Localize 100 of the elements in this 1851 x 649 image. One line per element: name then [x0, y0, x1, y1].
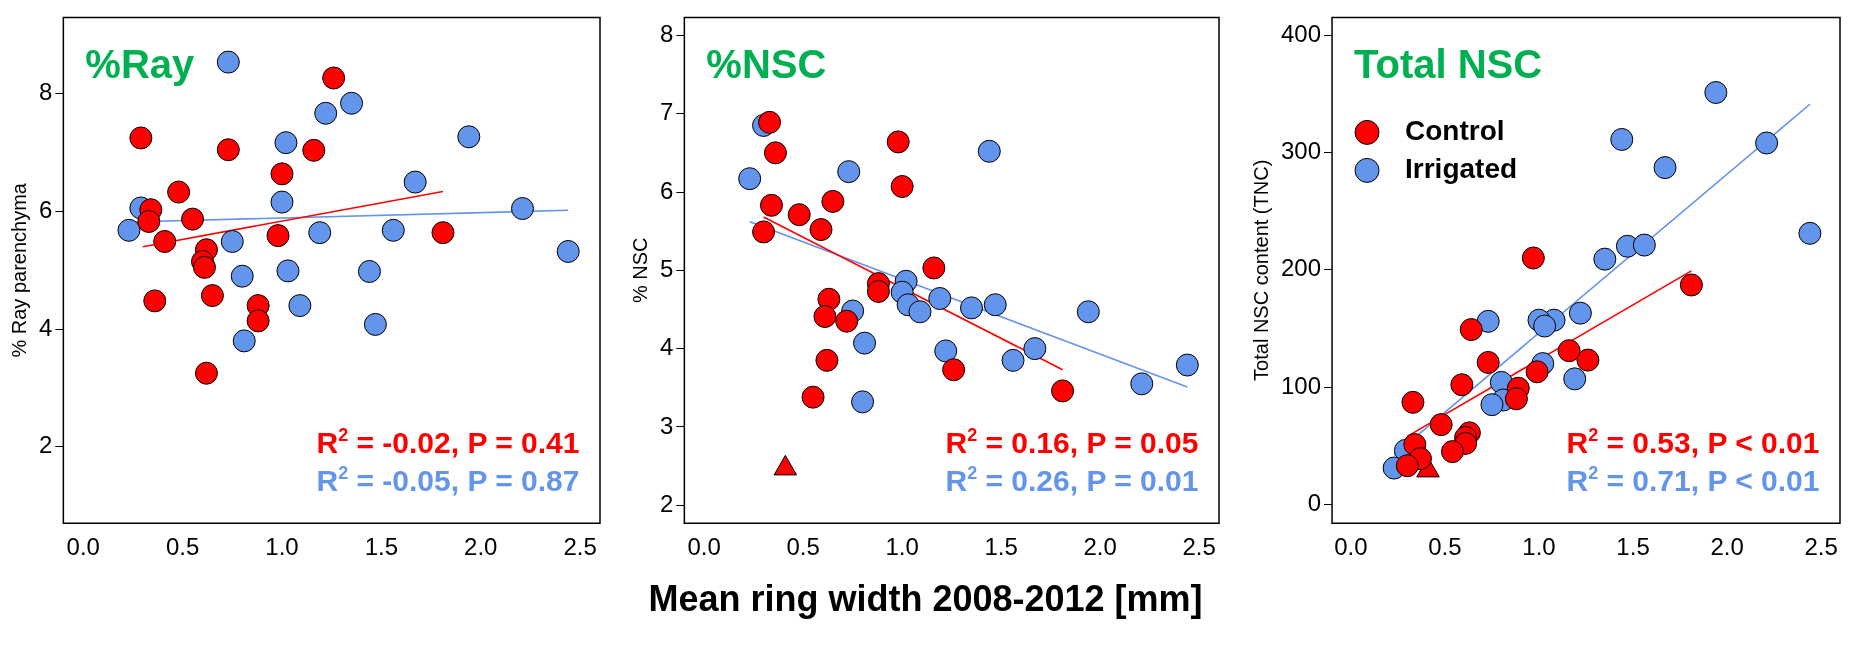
point: [1175, 353, 1199, 377]
point: [1023, 337, 1047, 361]
y-tick-label: 6: [659, 176, 674, 204]
point: [1610, 127, 1634, 151]
text: %Ray: [85, 42, 196, 87]
point: [1679, 273, 1703, 297]
point: [167, 180, 191, 204]
point: [246, 309, 270, 333]
point: [1521, 246, 1545, 270]
y-axis-title: % NSC: [628, 237, 651, 304]
point: [403, 170, 427, 194]
point: [801, 385, 825, 409]
point: [200, 284, 224, 308]
point: [1476, 350, 1500, 374]
point: [1704, 81, 1728, 105]
point: [266, 224, 290, 248]
point: [959, 296, 983, 320]
point: [809, 218, 833, 242]
point: [129, 126, 153, 150]
point: [886, 130, 910, 154]
y-tick-label: 8: [659, 20, 674, 48]
y-tick-label: 200: [1281, 254, 1322, 282]
point: [322, 66, 346, 90]
point: [288, 294, 312, 318]
point: [270, 190, 294, 214]
point: [813, 305, 837, 328]
point: [510, 197, 534, 221]
x-tick-label: 1.0: [885, 533, 919, 561]
point: [983, 293, 1007, 317]
point: [1076, 300, 1100, 324]
point: [752, 220, 776, 244]
y-tick-label: 4: [38, 313, 53, 341]
y-tick-label: 0: [1307, 489, 1322, 517]
point: [230, 264, 254, 288]
point: [457, 125, 481, 149]
y-tick-label: 3: [659, 411, 674, 439]
point: [815, 348, 839, 372]
point: [1130, 372, 1154, 396]
x-tick-label: 2.5: [563, 533, 597, 561]
point: [866, 279, 890, 303]
y-tick-label: 100: [1281, 371, 1322, 399]
point: [922, 256, 946, 280]
point: [853, 331, 877, 355]
point: [1480, 393, 1504, 417]
x-tick-label: 2.5: [1182, 533, 1216, 561]
point: [1755, 131, 1779, 155]
y-tick-label: 400: [1281, 19, 1322, 47]
point: [1051, 379, 1075, 403]
x-tick-label: 0.5: [165, 533, 200, 561]
y-tick-label: 4: [659, 333, 674, 361]
point: [340, 91, 364, 115]
point: [1568, 301, 1592, 325]
x-tick-label: 2.0: [464, 533, 498, 561]
point: [1476, 309, 1500, 333]
point: [1593, 247, 1617, 271]
x-tick-label: 0.0: [66, 533, 100, 561]
x-axis-title: Mean ring width 2008-2012 [mm]: [647, 578, 1204, 620]
text: %NSC: [706, 42, 827, 87]
point: [977, 139, 1001, 163]
point: [556, 239, 580, 263]
x-tick-label: 1.5: [984, 533, 1018, 561]
point: [357, 259, 381, 283]
point: [763, 141, 787, 165]
y-tick-label: 8: [38, 78, 53, 106]
y-axis-title: Total NSC content (TNC): [1249, 159, 1272, 381]
y-tick-label: 6: [38, 196, 53, 224]
point: [153, 229, 177, 253]
point: [1429, 413, 1453, 437]
x-tick-label: 1.5: [364, 533, 399, 561]
text: Total NSC: [1354, 42, 1543, 87]
point: [908, 300, 932, 324]
point: [738, 167, 762, 191]
x-tick-label: 0.0: [687, 533, 721, 561]
point: [934, 339, 958, 363]
point: [1798, 221, 1822, 245]
x-tick-label: 1.0: [1522, 533, 1556, 561]
point: [1557, 339, 1581, 363]
x-tick-label: 2.5: [1804, 533, 1838, 561]
point: [381, 218, 405, 242]
point: [194, 361, 218, 385]
point: [1576, 348, 1600, 372]
point: [314, 101, 338, 125]
point: [270, 162, 294, 186]
point: [928, 286, 952, 310]
point: [1001, 348, 1025, 372]
x-tick-label: 0.5: [786, 533, 820, 561]
point: [1563, 367, 1587, 391]
point: [1395, 454, 1419, 478]
x-tick-label: 2.0: [1083, 533, 1117, 561]
point: [276, 259, 300, 283]
point: [232, 329, 256, 353]
point: [220, 229, 244, 253]
y-tick-label: 7: [659, 98, 674, 126]
x-tick-label: 0.0: [1334, 533, 1368, 561]
point: [216, 138, 240, 162]
point: [1440, 440, 1464, 464]
point: [308, 221, 332, 245]
y-axis-title: % Ray parenchyma: [7, 182, 30, 358]
point: [851, 390, 875, 414]
x-tick-label: 0.5: [1428, 533, 1462, 561]
